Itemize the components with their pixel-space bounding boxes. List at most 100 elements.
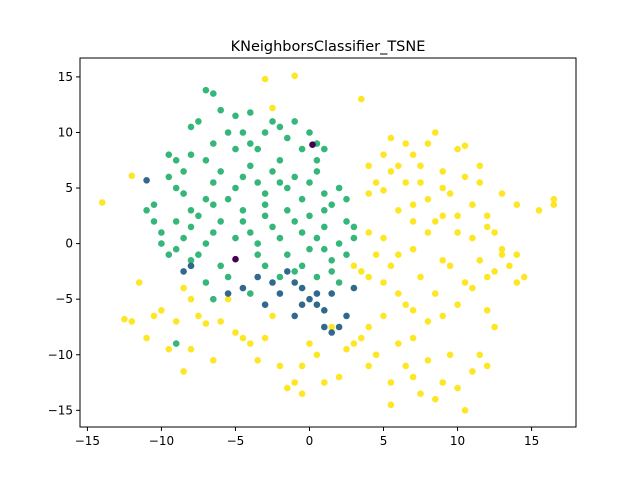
data-point — [202, 195, 210, 203]
data-point — [187, 207, 195, 214]
data-point — [276, 157, 284, 164]
data-point — [217, 218, 224, 225]
data-point — [409, 334, 417, 342]
data-point — [232, 329, 239, 336]
data-point — [424, 357, 432, 364]
data-point — [446, 262, 454, 270]
data-point — [395, 340, 402, 347]
data-point — [343, 312, 350, 320]
data-point — [276, 123, 284, 131]
data-point — [498, 245, 506, 253]
data-point — [395, 162, 402, 170]
data-point — [335, 240, 343, 247]
data-point — [306, 340, 313, 347]
data-point — [269, 118, 276, 125]
data-point — [247, 229, 254, 236]
data-point — [476, 257, 484, 264]
data-point — [247, 340, 254, 347]
data-point — [387, 134, 395, 142]
data-point — [469, 284, 476, 292]
data-point — [483, 307, 491, 314]
data-point — [432, 290, 439, 297]
data-point — [365, 229, 373, 236]
data-point — [306, 245, 313, 253]
data-point — [210, 179, 217, 186]
data-point — [461, 279, 469, 286]
data-point — [224, 273, 232, 281]
data-point — [409, 201, 417, 208]
data-point — [261, 212, 269, 220]
data-point — [365, 190, 373, 197]
data-point — [454, 212, 461, 220]
data-point — [343, 195, 350, 203]
data-point — [202, 279, 210, 286]
data-point — [395, 290, 402, 297]
data-point — [321, 379, 328, 386]
data-point — [284, 207, 291, 214]
data-point — [476, 351, 484, 359]
y-tick-label: −15 — [48, 403, 73, 417]
data-point — [224, 290, 232, 297]
data-point — [210, 140, 217, 147]
data-point — [217, 318, 224, 325]
chart-title: KNeighborsClassifier_TSNE — [231, 39, 426, 55]
data-point — [469, 234, 476, 242]
data-point — [439, 379, 447, 386]
data-point — [483, 273, 491, 281]
data-point — [224, 129, 232, 136]
data-point — [247, 162, 254, 170]
data-point — [309, 141, 316, 148]
data-point — [328, 290, 336, 297]
data-point — [313, 273, 321, 281]
data-point — [395, 251, 402, 258]
data-point — [313, 351, 321, 359]
data-point — [358, 95, 365, 103]
data-point — [424, 318, 432, 325]
data-point — [550, 195, 558, 203]
data-point — [328, 329, 336, 336]
data-point — [432, 129, 439, 136]
data-point — [535, 207, 543, 214]
data-point — [313, 301, 321, 309]
y-tick-label: 10 — [58, 125, 73, 139]
data-point — [276, 273, 284, 281]
y-tick-label: 5 — [65, 181, 73, 195]
data-point — [128, 172, 136, 180]
data-point — [365, 273, 373, 281]
data-point — [284, 268, 291, 275]
data-point — [469, 201, 476, 208]
data-point — [372, 351, 380, 359]
data-point — [439, 212, 447, 220]
data-point — [387, 379, 395, 386]
data-point — [350, 234, 358, 242]
data-point — [439, 168, 447, 175]
data-point — [291, 72, 299, 80]
data-point — [513, 251, 521, 258]
data-point — [372, 179, 380, 186]
y-axis: −15 −10 −5 0 5 10 15 — [48, 70, 80, 417]
data-point — [239, 173, 247, 181]
data-point — [298, 390, 306, 398]
data-point — [165, 151, 173, 158]
data-point — [402, 179, 410, 186]
data-point — [321, 245, 328, 253]
data-point — [387, 401, 395, 409]
data-point — [328, 201, 336, 208]
data-point — [387, 262, 395, 270]
data-point — [328, 323, 336, 331]
data-point — [210, 357, 217, 364]
data-point — [239, 334, 247, 342]
data-point — [210, 90, 217, 97]
data-point — [298, 229, 306, 236]
data-point — [306, 129, 313, 136]
data-point — [261, 190, 269, 197]
data-point — [298, 362, 306, 370]
data-point — [261, 75, 269, 83]
data-point — [98, 199, 106, 206]
data-point — [343, 251, 350, 258]
data-point — [254, 273, 261, 281]
data-point — [187, 262, 195, 270]
data-point — [269, 279, 276, 286]
data-point — [513, 279, 521, 286]
data-point — [232, 255, 239, 263]
